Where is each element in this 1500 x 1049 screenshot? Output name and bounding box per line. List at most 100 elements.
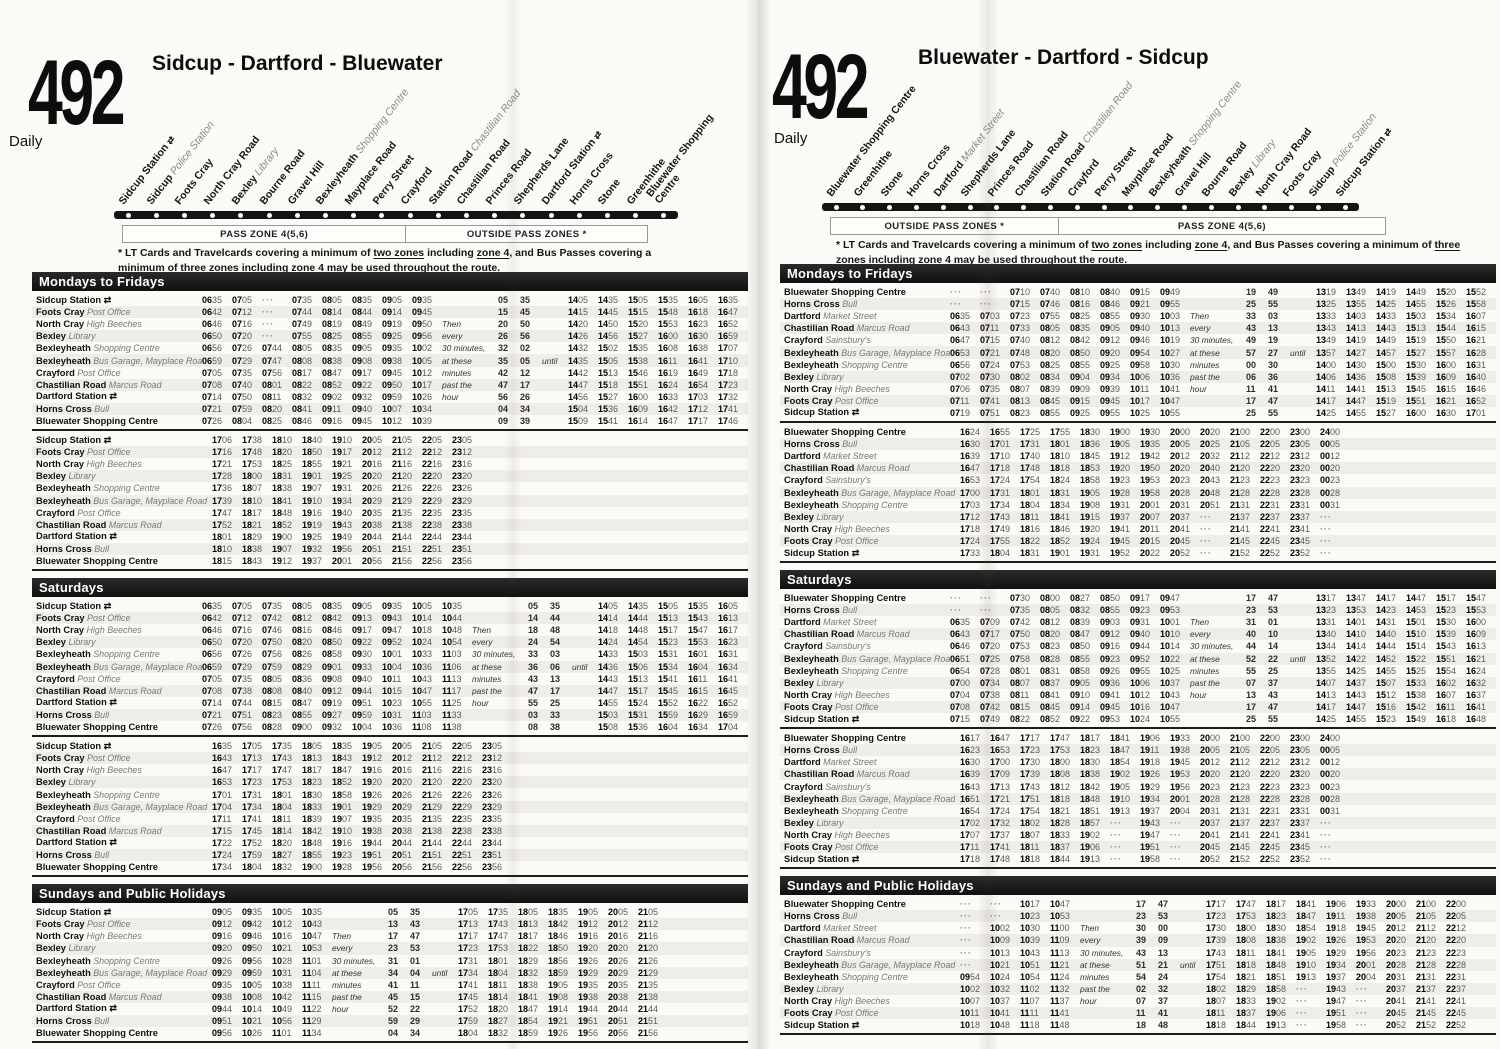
time-cell: 1425 xyxy=(1346,665,1367,676)
minutes-past-hour-cell: 01 xyxy=(1268,617,1279,628)
route-stop-dot xyxy=(887,204,893,210)
time-cell: 1553 xyxy=(688,637,709,648)
time-cell: 1445 xyxy=(598,307,619,318)
time-cell: 1440 xyxy=(1376,629,1397,640)
time-cell: 2120 xyxy=(1230,463,1251,474)
no-service-cell: ··· xyxy=(990,899,1002,910)
time-cell: 1929 xyxy=(1140,781,1161,792)
time-cell: 1747 xyxy=(212,507,233,518)
time-cell: 1805 xyxy=(518,907,539,918)
time-cell: 1553 xyxy=(1466,605,1487,616)
time-cell: 2052 xyxy=(1200,854,1221,865)
time-cell: 1605 xyxy=(718,601,739,612)
time-cell: 1906 xyxy=(1140,733,1161,744)
minutes-past-hour-cell: 01 xyxy=(410,955,421,966)
timetable-row: Foots Cray Post Office 1716 1748 1820 1850 19… xyxy=(32,446,748,459)
timetable-row: Crayford Sainsbury's 1643 1713 1743 1812 1842… xyxy=(780,780,1496,792)
time-cell: 1012 xyxy=(272,919,293,930)
time-cell: 1831 xyxy=(1050,487,1071,498)
time-cell: 1925 xyxy=(332,471,353,482)
timetable-row: Bexleyheath Shopping Centre 0654 0728 0801 0… xyxy=(780,665,1496,677)
station-name-cell: Foots Cray Post Office xyxy=(784,701,879,712)
time-cell: 1405 xyxy=(598,601,619,612)
time-cell: 1743 xyxy=(990,511,1011,522)
time-cell: 1800 xyxy=(1050,757,1071,768)
national-rail-icon: ⇄ xyxy=(109,531,116,542)
time-cell: 1700 xyxy=(990,757,1011,768)
minutes-past-hour-cell: 24 xyxy=(1158,971,1169,982)
time-cell: 1355 xyxy=(1316,665,1337,676)
time-cell: 1355 xyxy=(1346,299,1367,310)
time-cell: 1016 xyxy=(1130,701,1151,712)
time-cell: 2001 xyxy=(1356,959,1377,970)
station-name-cell: Horns Cross Bull xyxy=(36,403,110,414)
time-cell: 1415 xyxy=(568,307,589,318)
no-service-cell: ··· xyxy=(1170,854,1182,865)
station-name-cell: Bexley Library xyxy=(36,471,96,482)
time-cell: 1407 xyxy=(1316,677,1337,688)
minutes-past-hour-cell: 08 xyxy=(528,722,539,733)
timetable-row: Dartford Station ⇄ 0944 1014 1049 1122 hour 52… xyxy=(32,1003,748,1015)
time-cell: 0721 xyxy=(202,709,223,720)
minutes-past-hour-cell: 43 xyxy=(1268,689,1279,700)
no-service-cell: ··· xyxy=(1320,829,1332,840)
route-stop-label: Bexleyheath Shopping Centre xyxy=(313,86,412,208)
time-cell: 1824 xyxy=(1050,475,1071,486)
timetable-row: Bexley Library 0700 0734 0807 0837 0905 0936 10… xyxy=(780,676,1496,689)
route-number: 492 xyxy=(772,36,870,138)
time-cell: 1652 xyxy=(718,697,739,708)
time-cell: 2128 xyxy=(1416,959,1437,970)
station-name-cell: Bexley Library xyxy=(36,777,96,788)
time-cell: 1055 xyxy=(412,697,433,708)
timetable-section: Saturdays Bluewater Shopping Centre ··· ···… xyxy=(780,570,1496,870)
minutes-past-hour-cell: 05 xyxy=(388,907,399,918)
time-cell: 2312 xyxy=(482,753,503,764)
frequency-note-cell: 30 minutes, xyxy=(442,343,486,354)
time-cell: 1323 xyxy=(1316,605,1337,616)
time-cell: 1938 xyxy=(1170,745,1191,756)
time-cell: 1546 xyxy=(628,367,649,378)
time-cell: 0905 xyxy=(352,601,373,612)
time-cell: 0735 xyxy=(980,383,1001,394)
time-cell: 1455 xyxy=(598,697,619,708)
time-cell: 0909 xyxy=(1070,383,1091,394)
time-cell: 1945 xyxy=(1170,757,1191,768)
time-cell: 1026 xyxy=(412,391,433,402)
time-cell: 1850 xyxy=(548,943,569,954)
timetable-row: North Cray High Beeches 0706 0735 0807 0839 0… xyxy=(780,383,1496,395)
time-cell: 1717 xyxy=(1206,899,1227,910)
time-cell: 1913 xyxy=(1296,971,1317,982)
time-cell: 2345 xyxy=(1290,841,1311,852)
time-cell: 2056 xyxy=(362,556,383,567)
time-cell: 1002 xyxy=(412,343,433,354)
station-name-cell: Chastilian Road Marcus Road xyxy=(36,519,162,530)
time-cell: 0836 xyxy=(292,673,313,684)
frequency-note-cell: every xyxy=(1190,629,1211,640)
time-cell: 1736 xyxy=(212,483,233,494)
minutes-past-hour-cell: 15 xyxy=(410,991,421,1002)
time-cell: 0726 xyxy=(202,415,223,426)
time-cell: 1021 xyxy=(272,943,293,954)
no-service-cell: ··· xyxy=(980,287,992,298)
frequency-note-cell: past the xyxy=(442,379,472,390)
time-cell: 0020 xyxy=(1320,769,1341,780)
timetable-row: Bexleyheath Shopping Centre 0656 0726 0744 0… xyxy=(32,342,748,354)
time-cell: 1920 xyxy=(578,943,599,954)
footnote-text: , and Bus Passes covering a minimum of xyxy=(1227,239,1435,251)
minutes-past-hour-cell: 37 xyxy=(1158,995,1169,1006)
time-cell: 2116 xyxy=(392,459,413,470)
time-cell: 1926 xyxy=(578,955,599,966)
time-cell: 1643 xyxy=(960,781,981,792)
time-cell: 1635 xyxy=(718,295,739,306)
time-cell: 1423 xyxy=(1376,605,1397,616)
timetable-row: Crayford Sainsbury's 0647 0715 0740 0812 0842… xyxy=(780,334,1496,346)
time-cell: 0837 xyxy=(1040,677,1061,688)
no-service-cell: ··· xyxy=(1356,983,1368,994)
time-cell: 1817 xyxy=(242,507,263,518)
no-service-cell: ··· xyxy=(1170,841,1182,852)
timetable-row: Crayford Post Office 1711 1741 1811 1839 1907… xyxy=(32,813,748,825)
time-cell: 2040 xyxy=(1200,463,1221,474)
time-cell: 1613 xyxy=(718,613,739,624)
time-cell: 1730 xyxy=(1020,757,1041,768)
time-cell: 1457 xyxy=(1376,347,1397,358)
